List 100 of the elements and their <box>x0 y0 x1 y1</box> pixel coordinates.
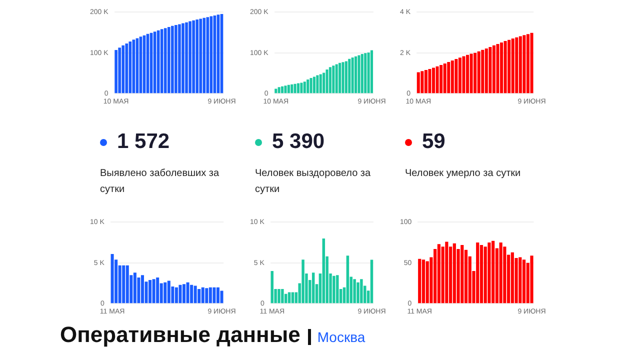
bar <box>358 55 360 94</box>
bar <box>302 260 304 304</box>
bar <box>205 288 208 304</box>
bar <box>416 72 420 94</box>
bar <box>460 244 464 304</box>
bar <box>432 68 436 94</box>
bar <box>326 70 328 94</box>
bar <box>288 292 291 304</box>
bar <box>291 292 294 304</box>
bar <box>342 62 344 94</box>
text: Человек выздоровело за сутки <box>255 167 372 197</box>
bar <box>328 67 332 94</box>
text: 1 572 <box>117 130 170 154</box>
bar <box>201 287 204 304</box>
bar <box>447 62 450 94</box>
bar <box>499 242 502 304</box>
bar <box>174 25 178 94</box>
bar <box>346 256 350 304</box>
bar <box>281 288 284 304</box>
bar <box>274 88 278 94</box>
bar <box>278 288 280 304</box>
bar <box>530 256 534 304</box>
bar <box>454 59 458 94</box>
bar <box>450 60 454 94</box>
bar <box>164 28 167 94</box>
bar <box>367 52 370 94</box>
bar <box>522 35 526 94</box>
bar <box>125 43 128 94</box>
bar <box>174 287 178 304</box>
bar <box>437 244 440 304</box>
bar <box>216 287 220 304</box>
bar <box>178 24 181 94</box>
bar <box>420 71 424 94</box>
bar <box>354 56 358 94</box>
bar <box>500 42 504 94</box>
bar <box>474 52 477 94</box>
bar <box>452 243 456 304</box>
bar <box>300 82 303 94</box>
bar <box>287 84 290 94</box>
bar <box>496 44 500 94</box>
bar <box>306 79 310 94</box>
bar <box>445 242 448 304</box>
bar <box>148 280 152 304</box>
bar <box>167 280 170 304</box>
bar <box>466 54 470 94</box>
text: Москва <box>308 329 366 345</box>
bar <box>332 66 335 94</box>
bar <box>196 19 198 94</box>
bar <box>364 53 367 94</box>
bar <box>152 279 156 304</box>
bar <box>426 261 429 304</box>
text: Выявлено заболевших за сутки <box>100 167 220 197</box>
bar <box>344 61 348 94</box>
text: Оперативные данные <box>60 322 300 347</box>
bar <box>508 40 511 94</box>
bar <box>348 58 351 94</box>
bar <box>278 87 280 94</box>
bar <box>440 64 443 94</box>
bar <box>335 64 338 94</box>
bar <box>160 29 164 94</box>
bar <box>356 282 360 304</box>
text: 5 390 <box>272 130 325 154</box>
bar <box>188 21 192 94</box>
bar <box>443 64 446 94</box>
bar <box>462 56 466 94</box>
bar <box>192 20 195 94</box>
bar <box>436 66 439 94</box>
bar <box>208 287 212 304</box>
bar <box>167 27 170 94</box>
bar <box>511 38 514 94</box>
bar <box>316 75 319 94</box>
bar <box>370 50 374 94</box>
bar <box>110 254 114 304</box>
bar <box>360 279 363 304</box>
bar <box>270 271 274 304</box>
bar <box>128 42 132 94</box>
bar <box>488 46 492 94</box>
bar <box>492 45 496 94</box>
bar <box>178 284 182 304</box>
bar <box>422 260 426 304</box>
bar <box>488 242 491 304</box>
bar <box>290 84 294 94</box>
bar <box>522 260 526 304</box>
bar <box>332 276 336 304</box>
bar <box>526 34 530 94</box>
bar <box>171 26 174 94</box>
bar <box>370 260 374 304</box>
bar <box>182 284 186 304</box>
bar <box>281 86 284 94</box>
bar <box>220 290 224 304</box>
bar <box>360 54 364 94</box>
bar <box>114 50 118 94</box>
bar <box>122 45 125 94</box>
bar <box>476 242 480 304</box>
bar <box>198 288 201 304</box>
bar <box>518 36 522 94</box>
bar <box>185 22 188 94</box>
bar <box>190 284 194 304</box>
bar <box>186 282 190 304</box>
text: Человек умерло за сутки <box>405 167 522 181</box>
